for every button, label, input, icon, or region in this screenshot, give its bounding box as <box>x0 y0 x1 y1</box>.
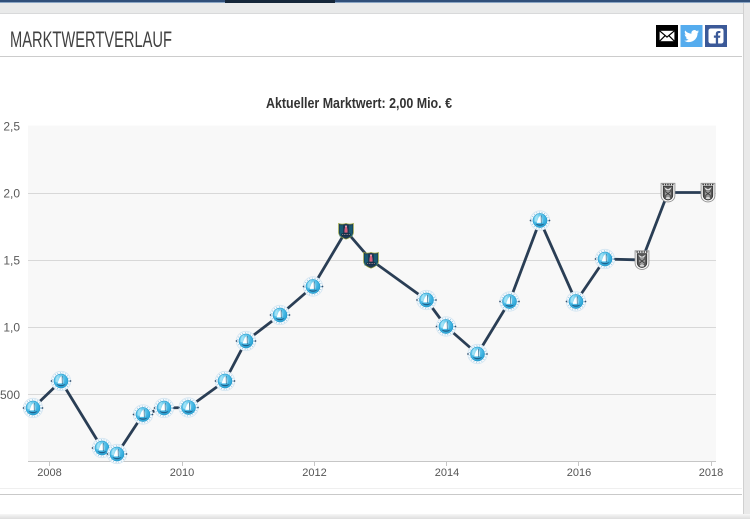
svg-text:500: 500 <box>0 388 20 402</box>
svg-text:2012: 2012 <box>302 467 326 479</box>
svg-text:2008: 2008 <box>37 467 61 479</box>
svg-text:1,0: 1,0 <box>3 321 20 335</box>
svg-text:2016: 2016 <box>567 467 591 479</box>
svg-text:Aktueller Marktwert: 2,00 Mio.: Aktueller Marktwert: 2,00 Mio. € <box>266 95 453 112</box>
svg-text:2,5: 2,5 <box>3 120 20 134</box>
svg-text:2010: 2010 <box>170 467 194 479</box>
svg-text:2,0: 2,0 <box>3 187 20 201</box>
svg-text:2018: 2018 <box>699 467 723 479</box>
svg-text:1,5: 1,5 <box>3 254 20 268</box>
svg-text:2014: 2014 <box>435 467 459 479</box>
